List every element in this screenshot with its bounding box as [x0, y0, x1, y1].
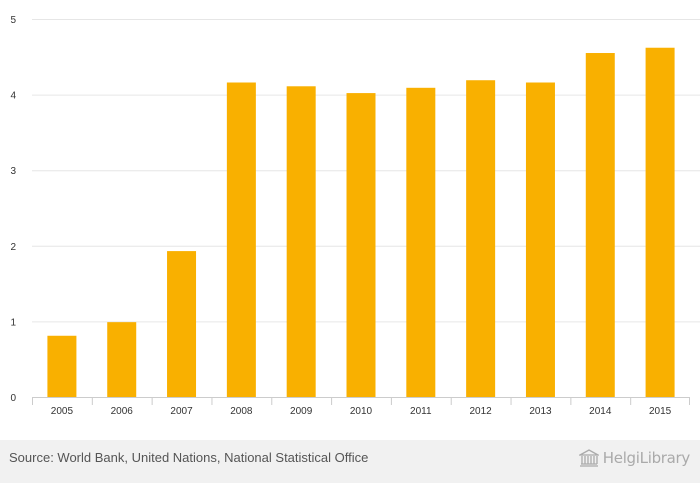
x-tick-label: 2010 — [350, 406, 373, 417]
bar-2010 — [346, 93, 376, 397]
y-tick-label: 1 — [10, 317, 16, 328]
source-text: Source: World Bank, United Nations, Nati… — [9, 450, 369, 465]
x-tick-label: 2008 — [230, 406, 253, 417]
x-axis: 2005 2006 2007 2008 2009 2010 2011 2012 2013 2014… — [32, 397, 690, 417]
y-tick-label: 5 — [10, 15, 16, 26]
bars — [47, 47, 675, 398]
bar-2013 — [525, 82, 555, 397]
brand-name: HelgiLibrary — [602, 449, 691, 467]
bar-2014 — [585, 53, 615, 398]
y-tick-label: 4 — [10, 91, 16, 102]
bar-2007 — [167, 251, 197, 397]
bar-2008 — [226, 82, 256, 397]
bar-2011 — [406, 87, 436, 398]
bar-2009 — [286, 86, 316, 397]
x-tick-label: 2014 — [589, 406, 612, 417]
x-tick-label: 2015 — [649, 406, 672, 417]
y-tick-label: 3 — [10, 166, 16, 177]
x-tick-label: 2012 — [470, 406, 493, 417]
x-tick-label: 2011 — [410, 406, 432, 417]
x-tick-label: 2006 — [111, 406, 134, 417]
bar-2005 — [47, 335, 77, 397]
bar-2015 — [645, 47, 675, 398]
chart-footer: Source: World Bank, United Nations, Nati… — [0, 440, 700, 483]
bar-2012 — [466, 80, 496, 398]
x-tick-label: 2009 — [290, 406, 313, 417]
library-building-icon — [578, 449, 599, 467]
bar-2006 — [107, 322, 137, 397]
x-tick-label: 2005 — [51, 406, 74, 417]
y-tick-label: 0 — [10, 393, 16, 404]
brand-logo[interactable]: HelgiLibrary — [578, 449, 691, 467]
y-axis-tick-labels: 0 1 2 3 4 5 — [10, 15, 16, 404]
x-tick-label: 2007 — [170, 406, 193, 417]
y-tick-label: 2 — [10, 242, 16, 253]
x-tick-label: 2013 — [529, 406, 552, 417]
